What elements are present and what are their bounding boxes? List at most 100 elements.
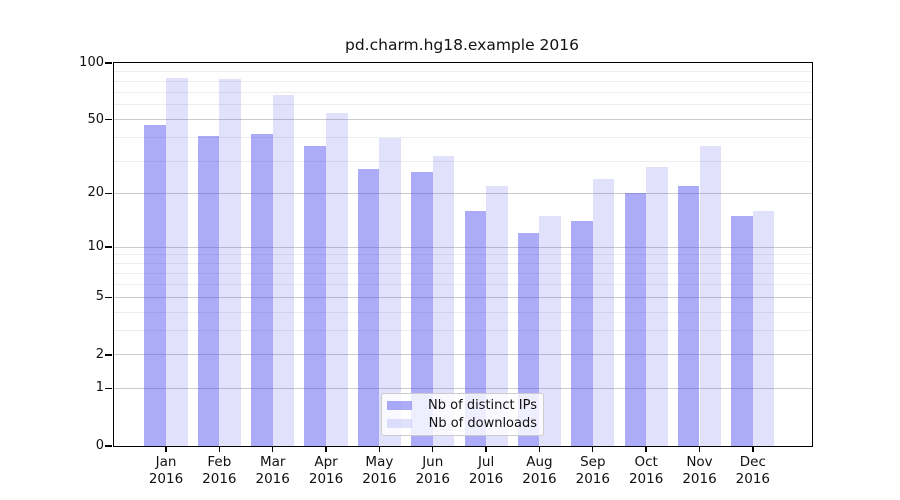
x-tick-year: 2016 bbox=[468, 470, 504, 487]
bar-downloads-jun bbox=[432, 155, 455, 446]
y-tick-label-100: 100 bbox=[79, 55, 104, 70]
x-tick-sep bbox=[592, 446, 594, 452]
x-tick-month: Feb bbox=[207, 454, 232, 470]
x-tick-month: Oct bbox=[634, 454, 658, 470]
x-tick-month: Dec bbox=[739, 454, 766, 470]
bar-downloads-oct bbox=[646, 166, 668, 446]
chart-title: pd.charm.hg18.example 2016 bbox=[345, 36, 579, 54]
x-tick-oct bbox=[645, 446, 647, 452]
bar-ips-feb bbox=[197, 135, 220, 446]
bar-ips-may bbox=[357, 169, 380, 446]
x-tick-label-aug: Aug 2016 bbox=[512, 454, 566, 487]
bar-ips-jan bbox=[144, 124, 166, 446]
bar-ips-jul bbox=[464, 210, 487, 446]
x-tick-label-may: May 2016 bbox=[352, 454, 406, 487]
bar-ips-aug bbox=[517, 233, 540, 446]
x-tick-month: May bbox=[365, 454, 394, 470]
x-tick-may bbox=[378, 446, 381, 452]
bar-downloads-nov bbox=[699, 146, 722, 446]
x-tick-label-apr: Apr 2016 bbox=[299, 454, 353, 487]
x-tick-feb bbox=[218, 446, 221, 452]
x-tick-month: Jan bbox=[155, 454, 177, 470]
bar-ips-mar bbox=[251, 133, 273, 446]
x-tick-year: 2016 bbox=[148, 470, 184, 487]
x-tick-jan bbox=[165, 446, 167, 452]
gridline-minor-70 bbox=[114, 91, 812, 93]
x-tick-dec bbox=[752, 446, 754, 452]
bar-downloads-aug bbox=[539, 215, 562, 446]
x-tick-label-jan: Jan 2016 bbox=[139, 454, 193, 487]
gridline-minor-30 bbox=[114, 160, 812, 162]
x-tick-year: 2016 bbox=[202, 470, 237, 487]
bar-ips-jun bbox=[411, 172, 433, 446]
x-tick-year: 2016 bbox=[308, 470, 344, 487]
x-tick-aug bbox=[538, 446, 541, 452]
x-tick-year: 2016 bbox=[682, 470, 717, 487]
bar-downloads-dec bbox=[752, 210, 775, 446]
legend-item-ips: Nb of distinct IPs bbox=[387, 398, 537, 413]
plot-area: 0 1 2 5 10 20 50 100 Jan 2016 Feb 2016 Mar 2016 Apr 201… bbox=[79, 55, 813, 487]
x-tick-month: Apr bbox=[314, 454, 338, 470]
y-tick-label-0: 0 bbox=[95, 438, 104, 453]
bar-downloads-jan bbox=[166, 78, 188, 446]
gridline-minor-8 bbox=[114, 263, 812, 265]
x-tick-label-dec: Dec 2016 bbox=[726, 454, 780, 487]
legend: Nb of distinct IPs Nb of downloads bbox=[381, 393, 544, 436]
x-tick-jun bbox=[432, 446, 434, 452]
y-tick-label-5: 5 bbox=[95, 289, 104, 305]
x-tick-label-jul: Jul 2016 bbox=[459, 454, 513, 487]
x-tick-month: Jul bbox=[477, 454, 495, 470]
gridline-minor-40 bbox=[114, 137, 812, 139]
gridline-major-50 bbox=[114, 119, 812, 121]
legend-item-downloads: Nb of downloads bbox=[387, 416, 537, 431]
bar-downloads-mar bbox=[272, 94, 295, 446]
y-tick-20 bbox=[105, 192, 113, 195]
x-tick-year: 2016 bbox=[255, 470, 290, 487]
legend-swatch-downloads bbox=[387, 418, 412, 428]
x-tick-year: 2016 bbox=[575, 470, 610, 487]
y-tick-1 bbox=[105, 387, 113, 390]
y-tick-label-50: 50 bbox=[87, 111, 104, 127]
y-tick-label-1: 1 bbox=[95, 380, 104, 396]
x-tick-label-mar: Mar 2016 bbox=[246, 454, 300, 487]
bar-downloads-may bbox=[379, 137, 401, 446]
gridline-minor-90 bbox=[114, 71, 812, 73]
bar-downloads-sep bbox=[592, 178, 615, 446]
bar-ips-apr bbox=[304, 146, 327, 446]
x-tick-month: Aug bbox=[526, 454, 553, 470]
gridline-minor-3 bbox=[114, 330, 812, 332]
x-tick-month: Nov bbox=[686, 454, 713, 470]
x-tick-year: 2016 bbox=[628, 470, 664, 487]
bar-ips-nov bbox=[677, 185, 700, 446]
x-tick-year: 2016 bbox=[415, 470, 450, 487]
x-tick-label-oct: Oct 2016 bbox=[619, 454, 673, 487]
legend-label-ips: Nb of distinct IPs bbox=[428, 398, 537, 414]
x-tick-label-jun: Jun 2016 bbox=[406, 454, 460, 487]
gridline-minor-60 bbox=[114, 104, 812, 106]
gridline-minor-9 bbox=[114, 254, 812, 256]
bar-ips-sep bbox=[571, 221, 593, 446]
y-tick-2 bbox=[105, 354, 113, 356]
gridline-major-20 bbox=[114, 192, 812, 194]
y-tick-label-20: 20 bbox=[87, 185, 104, 201]
y-tick-10 bbox=[105, 246, 113, 248]
x-tick-mar bbox=[272, 446, 274, 452]
legend-label-downloads: Nb of downloads bbox=[428, 415, 537, 431]
x-tick-jul bbox=[485, 446, 487, 452]
y-tick-label-10: 10 bbox=[87, 239, 104, 254]
bar-downloads-feb bbox=[219, 79, 241, 446]
gridline-minor-4 bbox=[114, 311, 812, 313]
x-tick-label-sep: Sep 2016 bbox=[566, 454, 620, 487]
x-tick-nov bbox=[698, 446, 701, 452]
bar-ips-dec bbox=[731, 215, 753, 446]
x-tick-label-feb: Feb 2016 bbox=[192, 454, 246, 487]
y-tick-100 bbox=[105, 62, 113, 64]
bar-downloads-apr bbox=[326, 113, 348, 446]
gridline-major-10 bbox=[114, 246, 812, 248]
x-tick-year: 2016 bbox=[522, 470, 557, 487]
x-tick-apr bbox=[325, 446, 327, 452]
y-tick-label-2: 2 bbox=[95, 346, 104, 362]
bar-downloads-jul bbox=[486, 185, 508, 446]
x-tick-month: Sep bbox=[580, 454, 606, 470]
